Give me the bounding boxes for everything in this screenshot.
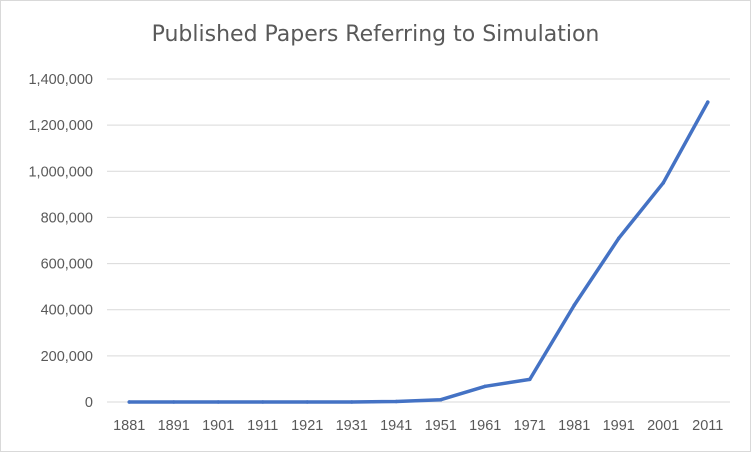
chart-title: Published Papers Referring to Simulation bbox=[151, 22, 600, 47]
y-tick-label: 0 bbox=[85, 395, 93, 411]
data-point bbox=[617, 236, 621, 240]
data-point bbox=[483, 384, 487, 389]
x-tick-label: 1951 bbox=[425, 418, 457, 434]
x-tick-label: 1981 bbox=[558, 418, 590, 434]
x-tick-label: 1941 bbox=[380, 418, 412, 434]
data-point bbox=[394, 399, 398, 404]
data-point bbox=[305, 400, 309, 404]
data-point bbox=[127, 400, 131, 404]
data-point bbox=[528, 377, 532, 382]
y-tick-label: 400,000 bbox=[41, 303, 93, 319]
y-tick-label: 1,200,000 bbox=[28, 118, 93, 134]
x-tick-label: 1921 bbox=[291, 418, 323, 434]
data-point bbox=[172, 400, 176, 404]
x-tick-label: 1901 bbox=[202, 418, 234, 434]
y-tick-label: 1,000,000 bbox=[28, 164, 93, 180]
data-point bbox=[706, 100, 710, 104]
x-tick-label: 1991 bbox=[603, 418, 635, 434]
data-point bbox=[350, 400, 354, 404]
data-point bbox=[261, 400, 265, 404]
y-tick-label: 600,000 bbox=[41, 257, 93, 273]
x-axis-labels: 1881 1891 1901 1911 1921 1931 1941 1951 1961 1971… bbox=[113, 418, 723, 434]
x-tick-label: 2011 bbox=[692, 418, 723, 434]
series-line bbox=[127, 100, 710, 404]
y-tick-label: 1,400,000 bbox=[28, 72, 93, 88]
plot-series bbox=[127, 100, 710, 404]
x-tick-label: 1881 bbox=[113, 418, 145, 434]
x-tick-label: 1971 bbox=[514, 418, 546, 434]
x-tick-label: 1891 bbox=[158, 418, 190, 434]
y-tick-label: 800,000 bbox=[41, 210, 93, 226]
y-tick-label: 200,000 bbox=[41, 349, 93, 365]
data-point bbox=[661, 181, 665, 185]
data-point bbox=[439, 397, 443, 402]
x-tick-label: 1961 bbox=[469, 418, 501, 434]
x-tick-label: 2001 bbox=[647, 418, 679, 434]
gridlines bbox=[107, 78, 730, 403]
x-tick-label: 1911 bbox=[247, 418, 278, 434]
data-point bbox=[216, 400, 220, 404]
y-axis-labels: 0 200,000 400,000 600,000 800,000 1,000,000 1,… bbox=[28, 72, 93, 411]
x-tick-label: 1931 bbox=[336, 418, 368, 434]
data-point bbox=[572, 303, 576, 307]
